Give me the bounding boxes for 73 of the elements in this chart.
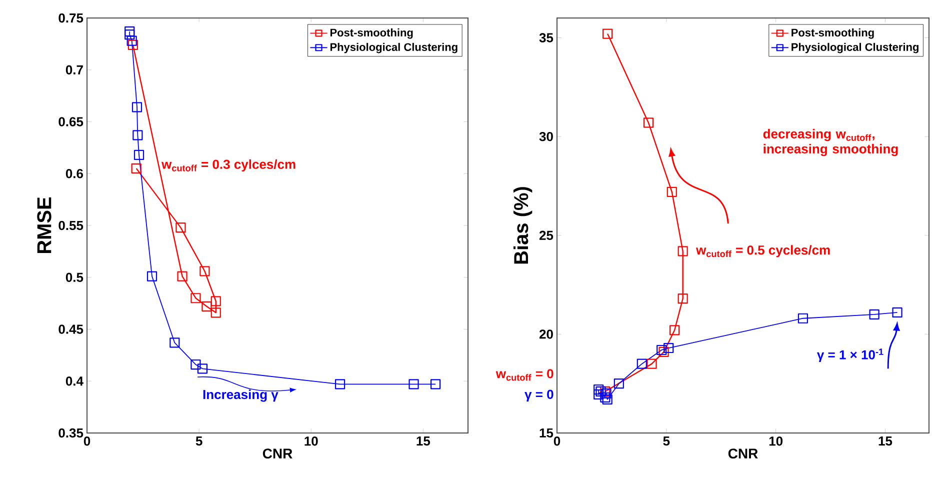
legend-label: Post-smoothing bbox=[330, 28, 413, 39]
x-tick-label: 5 bbox=[663, 436, 670, 446]
y-tick-label: 0.55 bbox=[58, 220, 84, 230]
point bbox=[146, 271, 158, 282]
y-axis-title: Bias (%) bbox=[514, 187, 532, 264]
point bbox=[636, 358, 647, 369]
y-tick-label: 0.7 bbox=[66, 65, 83, 74]
point bbox=[190, 359, 201, 370]
y-tick-label: 0.6 bbox=[66, 169, 84, 178]
point bbox=[134, 150, 144, 160]
point bbox=[798, 313, 808, 324]
x-axis-title: CNR bbox=[262, 448, 292, 459]
legend-label: Physiological Clustering bbox=[792, 42, 918, 54]
point bbox=[646, 358, 657, 369]
text: γ = 0 bbox=[524, 390, 554, 402]
point bbox=[602, 28, 613, 39]
point bbox=[124, 30, 135, 40]
y-tick-label: 0.75 bbox=[58, 13, 84, 23]
annotation: w$_{cutoff}$ = 0.5 cycles/cm bbox=[696, 245, 830, 258]
x-tick-label: 10 bbox=[769, 436, 783, 446]
point bbox=[210, 308, 221, 318]
point bbox=[176, 222, 186, 233]
y-axis-title: RMSE bbox=[37, 197, 52, 254]
x-tick-label: 15 bbox=[416, 436, 430, 446]
point bbox=[594, 389, 604, 400]
annotation: decreasing w$_{cutoff}$, increasing smoothing bbox=[763, 128, 898, 156]
point bbox=[869, 309, 880, 320]
point bbox=[664, 342, 674, 354]
y-tick-label: 0.5 bbox=[66, 272, 84, 282]
y-tick-label: 0.35 bbox=[58, 428, 84, 438]
legend-label: Post-smoothing bbox=[792, 28, 874, 39]
point bbox=[614, 378, 624, 389]
y-tick-label: 35 bbox=[539, 33, 554, 42]
y-tick-label: 0.65 bbox=[58, 117, 84, 126]
point bbox=[126, 36, 137, 46]
point bbox=[197, 364, 208, 374]
point bbox=[678, 294, 688, 304]
point bbox=[202, 301, 212, 312]
y-tick-label: 25 bbox=[539, 230, 554, 240]
point bbox=[334, 379, 346, 390]
y-tick-label: 20 bbox=[539, 330, 553, 339]
x-tick-label: 0 bbox=[554, 436, 560, 446]
point bbox=[210, 296, 221, 306]
point bbox=[190, 293, 201, 304]
x-tick-label: 5 bbox=[196, 436, 202, 446]
text: w$_{cutoff}$ = 0 bbox=[496, 369, 554, 381]
point bbox=[678, 246, 688, 256]
point bbox=[124, 26, 135, 37]
point bbox=[666, 186, 677, 197]
legend-label: Physiological Clustering bbox=[330, 42, 458, 54]
point bbox=[892, 307, 902, 318]
annotation: γ = 1 × 10$^{-1}$ bbox=[816, 348, 884, 362]
y-tick-label: 15 bbox=[540, 428, 554, 438]
point bbox=[170, 338, 180, 348]
point bbox=[128, 40, 138, 50]
point bbox=[132, 102, 142, 112]
y-tick-label: 30 bbox=[539, 132, 553, 142]
point bbox=[177, 271, 188, 282]
x-axis-title: CNR bbox=[728, 448, 758, 459]
y-tick-label: 0.4 bbox=[66, 376, 84, 386]
point bbox=[131, 163, 142, 174]
x-tick-label: 10 bbox=[304, 436, 318, 446]
point bbox=[132, 130, 143, 140]
y-tick-label: 0.45 bbox=[58, 324, 84, 334]
point bbox=[408, 379, 419, 390]
x-tick-label: 15 bbox=[878, 436, 892, 446]
annotation: w$_{cutoff}$ = 0.3 cylces/cm bbox=[161, 159, 296, 172]
x-tick-label: 0 bbox=[84, 436, 90, 446]
point bbox=[669, 325, 680, 336]
annotation: Increasing γ bbox=[203, 390, 278, 402]
point bbox=[200, 266, 210, 276]
point bbox=[430, 379, 441, 390]
point bbox=[643, 118, 654, 128]
